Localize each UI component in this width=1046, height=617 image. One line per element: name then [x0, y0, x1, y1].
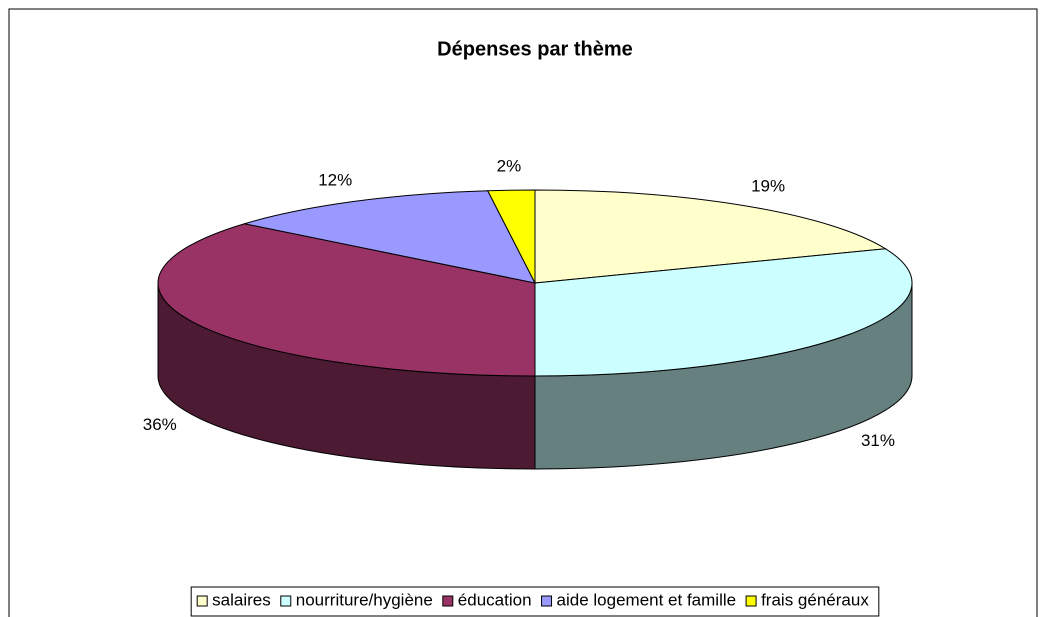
legend-box [190, 586, 880, 617]
data-label: 19% [751, 176, 785, 195]
pie: 19% 31% 36% 12% 2% [143, 156, 913, 470]
data-label: 31% [861, 431, 895, 450]
pie-slice [534, 189, 888, 284]
pie-slice [534, 248, 913, 377]
data-label: 2% [497, 156, 522, 175]
chart-title: Dépenses par thème [437, 38, 633, 60]
legend-swatch [196, 595, 208, 607]
legend-label: nourriture/hygiène [296, 590, 433, 609]
pie-slice [486, 189, 536, 284]
data-label: 36% [143, 415, 177, 434]
legend-swatch [442, 595, 454, 607]
legend-swatch [541, 595, 553, 607]
legend-label: aide logement et famille [557, 590, 737, 609]
legend-swatch [280, 595, 292, 607]
pie-slice [244, 190, 536, 284]
data-label: 12% [318, 171, 352, 190]
pie-slice [157, 223, 536, 377]
legend-label: salaires [212, 590, 271, 609]
legend-label: frais généraux [761, 590, 869, 609]
chart-frame [8, 8, 1038, 617]
legend: salaires nourriture/hygiène éducation aide … [190, 586, 880, 617]
legend-swatch [745, 595, 757, 607]
legend-label: éducation [458, 590, 532, 609]
